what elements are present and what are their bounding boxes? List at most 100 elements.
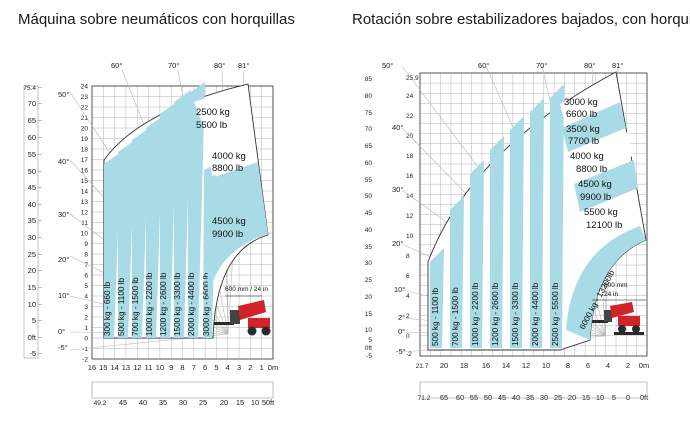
right-band-label: 1500 kg - 3300 lb bbox=[511, 282, 520, 346]
left-x-m-tick: 14 bbox=[110, 363, 118, 372]
left-y-m-tick: 4 bbox=[84, 294, 88, 301]
right-y-m-tick: 2 bbox=[406, 313, 410, 320]
right-y-ft-tick: 25 bbox=[365, 277, 373, 284]
right-y-m-tick: -2 bbox=[406, 351, 412, 358]
right-angle-top-tick: 60° bbox=[478, 61, 489, 70]
right-load-1-lb: 6600 lb bbox=[566, 109, 597, 120]
left-angle-tick: -5° bbox=[58, 343, 68, 352]
right-y-ft-tick: 85 bbox=[365, 76, 373, 83]
right-x-ft-tick: 35 bbox=[526, 393, 534, 402]
right-y-m-tick: 16 bbox=[406, 173, 414, 180]
left-load-2-kg: 4000 kg bbox=[212, 151, 246, 162]
right-load-band bbox=[470, 160, 484, 348]
right-angle-tick: 2° bbox=[398, 313, 405, 322]
right-x-m-tick: 21.7 bbox=[416, 363, 429, 370]
left-angle-top-tick: 60° bbox=[111, 61, 122, 70]
right-angle-tick: 40° bbox=[392, 123, 403, 132]
left-load-band bbox=[132, 128, 149, 338]
left-y-ft-tick: 75.4 bbox=[23, 85, 36, 92]
right-y-ft-tick: 45 bbox=[365, 210, 373, 217]
left-y-m-tick: 16 bbox=[81, 168, 89, 175]
right-y-ft-tick: 50 bbox=[365, 193, 373, 200]
left-y-m-tick: 9 bbox=[84, 241, 88, 248]
left-x-m-tick: 9 bbox=[169, 363, 173, 372]
left-x-m-ticks: 16 15 14 13 12 11 10 9 8 7 6 5 4 3 2 1 0m bbox=[88, 363, 278, 372]
right-x-ft-tick: 30 bbox=[540, 393, 548, 402]
left-load-bands: 300 kg - 660 lb 500 kg - 1100 lb 700 kg - … bbox=[103, 82, 268, 338]
left-x-ft-tick: 40 bbox=[139, 398, 147, 407]
left-angle-top-tick: 70° bbox=[168, 61, 179, 70]
right-load-band bbox=[450, 196, 464, 348]
right-x-m-tick: 6 bbox=[586, 361, 590, 370]
right-y-ft-tick: 5 bbox=[368, 337, 372, 344]
right-angle-top-tick: 80° bbox=[584, 61, 595, 70]
right-load-4-lb: 9900 lb bbox=[580, 192, 611, 203]
left-x-m-tick: 4 bbox=[226, 363, 230, 372]
right-load-4-kg: 4500 kg bbox=[578, 179, 612, 190]
left-y-ft-tick: 20 bbox=[28, 266, 36, 275]
right-load-5-lb: 12100 lb bbox=[586, 220, 622, 231]
left-angle-tick: 20° bbox=[58, 255, 69, 264]
right-x-ft-tick: 60 bbox=[456, 393, 464, 402]
right-load-band bbox=[530, 98, 544, 348]
right-load-band bbox=[510, 116, 524, 348]
right-y-m-tick: 22 bbox=[406, 113, 414, 120]
left-band-label: 1000 kg - 2200 lb bbox=[145, 272, 154, 336]
left-y-m-tick: 7 bbox=[84, 262, 88, 269]
left-x-ft-tick: 30 bbox=[179, 398, 187, 407]
left-x-m-tick: 0m bbox=[268, 363, 278, 372]
left-zone-2500 bbox=[194, 86, 250, 132]
left-x-m-tick: 1 bbox=[260, 363, 264, 372]
left-x-ft-tick: 45 bbox=[119, 398, 127, 407]
right-x-m-tick: 0m bbox=[639, 361, 649, 370]
right-load-band bbox=[490, 136, 504, 348]
left-load-band bbox=[160, 102, 177, 338]
right-band-label: 1000 kg - 2200 lb bbox=[471, 282, 480, 346]
right-zone-3000 bbox=[560, 80, 618, 126]
right-x-ft-tick: 25 bbox=[554, 393, 562, 402]
left-y-ft-tick: 25 bbox=[28, 250, 36, 259]
left-y-m-tick: 20 bbox=[81, 126, 89, 133]
left-angle-labels: 50° 40° 30° 20° 10° 0° -5° 60° 70° 80° 81° bbox=[58, 61, 249, 352]
left-zone-4500 bbox=[206, 162, 268, 300]
right-x-m-ticks: 21.7 20 18 16 14 12 10 8 6 4 2 0m bbox=[416, 361, 650, 370]
left-x-ft-tick: 10 bbox=[251, 398, 259, 407]
left-y-m-tick: 21 bbox=[81, 115, 89, 122]
right-x-ft-tick: 20 bbox=[568, 393, 576, 402]
left-y-m-tick: 10 bbox=[81, 231, 89, 238]
right-load-3-kg: 4000 kg bbox=[570, 151, 604, 162]
right-load-bands: 500 kg - 1100 lb 700 kg - 1500 lb 1000 kg … bbox=[430, 80, 646, 348]
right-load-2-lb: 7700 lb bbox=[568, 136, 599, 147]
left-x-ft-tick: 35 bbox=[159, 398, 167, 407]
right-x-ft-tick: 50 bbox=[484, 393, 492, 402]
left-band-label: 300 kg - 660 lb bbox=[103, 281, 112, 336]
left-load-band bbox=[104, 152, 121, 338]
left-load-band bbox=[146, 116, 163, 338]
right-y-m-tick: 0 bbox=[406, 333, 410, 340]
right-y-ft-tick: 60 bbox=[365, 160, 373, 167]
left-load-band bbox=[188, 82, 205, 338]
right-load-band-6000 bbox=[566, 226, 646, 340]
left-x-m-tick: 5 bbox=[214, 363, 218, 372]
right-y-m-tick: 18 bbox=[406, 153, 414, 160]
left-y-m-tick: 19 bbox=[81, 136, 89, 143]
left-y-m-tick: 12 bbox=[81, 210, 89, 217]
left-angle-top-tick: 80° bbox=[214, 61, 225, 70]
left-angle-tick: 40° bbox=[58, 157, 69, 166]
right-y-ft-tick: 80 bbox=[365, 93, 373, 100]
right-fork-note-in: 24 in bbox=[604, 291, 618, 298]
left-load-3-kg: 4500 kg bbox=[212, 216, 246, 227]
right-y-ft-tick: 55 bbox=[365, 177, 373, 184]
right-load-band bbox=[550, 84, 564, 348]
right-angle-top-tick: 70° bbox=[536, 61, 547, 70]
left-band-label: 2000 kg - 4400 lb bbox=[187, 272, 196, 336]
right-grid-frame bbox=[419, 72, 648, 357]
right-machine-icon bbox=[592, 302, 644, 335]
left-x-ft-tick: 0ft bbox=[266, 398, 275, 407]
left-angle-tick: 50° bbox=[58, 90, 69, 99]
right-y-ft-tick: 10 bbox=[365, 327, 373, 334]
left-y-ft-tick: 40 bbox=[28, 200, 36, 209]
left-m-ticks: 2423222120191817161514131211109876543210… bbox=[81, 84, 89, 364]
right-x-ft-tick: 55 bbox=[470, 393, 478, 402]
